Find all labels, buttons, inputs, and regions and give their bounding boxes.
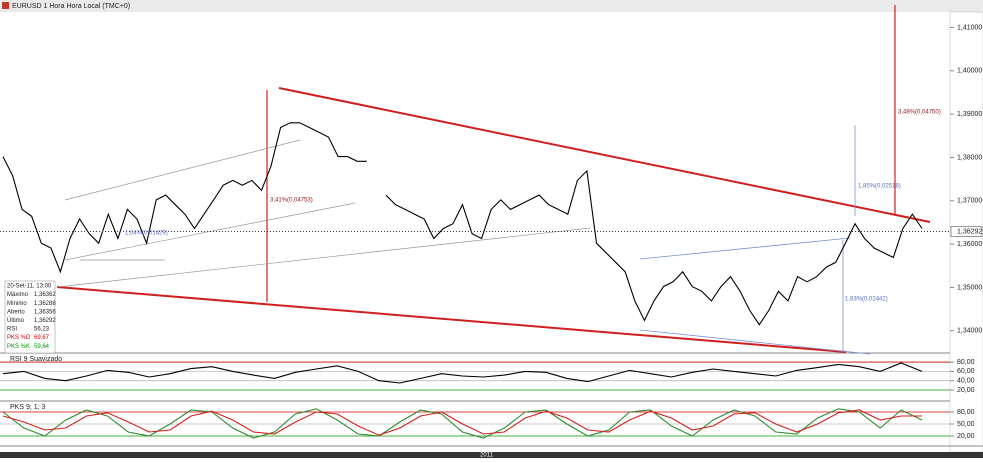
y-tick-label: 1,37000 [957,198,982,205]
y-tick-label: 20,00 [957,387,975,394]
chart-title: EURUSD 1 Hora Hora Local (TMC+0) [12,3,130,10]
y-tick-label: 1,38000 [957,154,982,161]
y-tick-label: 80,00 [957,359,975,366]
measure-lines [266,5,896,302]
info-text: 1,36288 [34,301,56,307]
trend-lines [56,87,931,353]
info-box: 20-Set-11, 13:00 Máximo 1,36362 Mínimo 1,362… [4,280,56,354]
x-axis-label: 2011 [480,453,494,458]
info-text: RSI [7,327,17,333]
y-tick-label: 1,40000 [957,68,982,75]
blue-lines [639,125,871,355]
y-tick-label: 60,00 [957,368,975,375]
info-text: Mínimo [7,301,27,307]
time-axis [0,452,983,458]
series-line [2,122,923,326]
info-text: PKS %D [7,335,31,341]
y-tick-label: 1,35000 [957,284,982,291]
info-text: 59,64 [34,344,50,350]
info-text: 56,23 [34,327,50,333]
annotation: 3,48%(0,04750) [898,110,941,116]
series-line [2,408,923,439]
last-price-label: 1,36292 [957,228,982,235]
y-tick-label: 1,41000 [957,24,982,31]
y-tick-label: 80,00 [957,409,975,416]
info-text: 20-Set-11, 13:00 [7,284,52,290]
pane-title: PKS 9; 1; 3 [10,404,46,411]
y-tick-label: 1,34000 [957,328,982,335]
info-text: 1,36292 [34,318,56,324]
icon [2,2,9,9]
info-text: 1,36362 [34,292,56,298]
pane-title: RSI 9 Suavizado [10,356,62,363]
annotation: 1,04%(0,01429) [125,231,168,237]
y-tick-label: 50,00 [957,421,975,428]
annotation: 1,83%(0,02442) [845,297,888,303]
series-line [2,409,922,436]
info-text: 1,36356 [34,309,56,315]
y-tick-label: 20,00 [957,433,975,440]
y-tick-label: 40,00 [957,378,975,385]
annotation: 1,85%(0,02518) [858,184,901,190]
y-tick-label: 1,39000 [957,111,982,118]
info-text: Aberto [7,309,25,315]
y-tick-label: 1,36000 [957,241,982,248]
last-price-box [950,226,983,237]
title-bar [0,0,983,12]
info-text: PKS %K [7,344,30,350]
info-text: Máximo [7,292,29,298]
info-text: Último [7,317,25,324]
annotation: 3,41%(0,04753) [270,198,313,204]
info-text: 69,67 [34,335,50,341]
series-line [2,362,923,384]
